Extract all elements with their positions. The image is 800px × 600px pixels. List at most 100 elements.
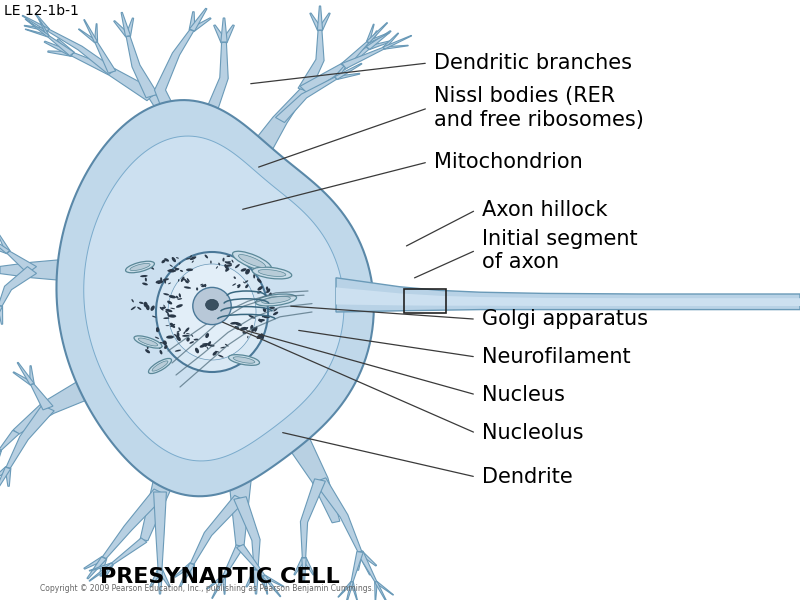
Ellipse shape	[269, 307, 275, 309]
Ellipse shape	[258, 319, 265, 322]
Polygon shape	[366, 23, 387, 43]
Ellipse shape	[226, 256, 230, 257]
Polygon shape	[0, 430, 19, 451]
Ellipse shape	[131, 299, 134, 302]
Polygon shape	[150, 569, 162, 587]
Ellipse shape	[274, 308, 278, 311]
Polygon shape	[254, 570, 258, 594]
Ellipse shape	[158, 281, 162, 284]
Polygon shape	[30, 366, 34, 384]
Ellipse shape	[162, 259, 166, 263]
Ellipse shape	[134, 336, 162, 348]
Polygon shape	[206, 575, 225, 589]
Ellipse shape	[207, 341, 211, 346]
Ellipse shape	[145, 278, 147, 281]
Ellipse shape	[186, 268, 193, 271]
Ellipse shape	[195, 348, 199, 353]
Text: Axon hillock: Axon hillock	[482, 200, 608, 220]
Ellipse shape	[243, 281, 246, 284]
Ellipse shape	[130, 307, 136, 310]
Ellipse shape	[163, 317, 170, 319]
Polygon shape	[114, 20, 130, 37]
Ellipse shape	[226, 265, 232, 267]
Polygon shape	[47, 29, 115, 74]
Polygon shape	[6, 251, 37, 274]
Polygon shape	[87, 557, 106, 579]
Text: Dendrite: Dendrite	[482, 467, 573, 487]
Polygon shape	[342, 47, 385, 68]
Ellipse shape	[233, 357, 255, 363]
Ellipse shape	[235, 264, 240, 268]
Polygon shape	[95, 41, 116, 73]
Ellipse shape	[174, 268, 179, 271]
Ellipse shape	[206, 333, 209, 338]
Ellipse shape	[184, 286, 191, 289]
Ellipse shape	[161, 307, 166, 310]
Ellipse shape	[175, 350, 181, 352]
Polygon shape	[35, 14, 50, 31]
Polygon shape	[190, 8, 207, 31]
Ellipse shape	[170, 265, 173, 267]
Polygon shape	[26, 29, 49, 37]
Polygon shape	[222, 576, 226, 594]
Ellipse shape	[177, 331, 180, 332]
Polygon shape	[158, 569, 170, 587]
Polygon shape	[154, 492, 166, 570]
Ellipse shape	[225, 261, 229, 264]
Polygon shape	[47, 35, 74, 56]
Ellipse shape	[230, 322, 238, 325]
Ellipse shape	[176, 257, 179, 259]
Ellipse shape	[183, 331, 186, 334]
Ellipse shape	[262, 296, 290, 304]
Polygon shape	[262, 575, 281, 597]
Polygon shape	[0, 258, 80, 282]
Ellipse shape	[183, 278, 186, 281]
Polygon shape	[223, 545, 244, 577]
Polygon shape	[17, 362, 34, 385]
Ellipse shape	[257, 278, 262, 283]
Polygon shape	[149, 94, 210, 192]
Polygon shape	[318, 13, 330, 31]
Ellipse shape	[152, 361, 168, 371]
Polygon shape	[0, 245, 9, 254]
Ellipse shape	[216, 266, 218, 269]
Ellipse shape	[226, 269, 230, 271]
Polygon shape	[57, 39, 74, 55]
Polygon shape	[375, 581, 388, 600]
Polygon shape	[341, 41, 369, 68]
Polygon shape	[302, 557, 314, 575]
Ellipse shape	[172, 257, 176, 262]
Ellipse shape	[190, 341, 194, 344]
Ellipse shape	[194, 338, 198, 341]
Ellipse shape	[186, 258, 190, 260]
Ellipse shape	[185, 328, 190, 332]
Ellipse shape	[167, 269, 174, 272]
Polygon shape	[89, 563, 113, 581]
Polygon shape	[102, 563, 114, 581]
Ellipse shape	[234, 326, 239, 330]
Ellipse shape	[156, 329, 158, 332]
Ellipse shape	[174, 334, 178, 337]
Ellipse shape	[150, 266, 154, 269]
Ellipse shape	[138, 266, 142, 268]
Polygon shape	[0, 449, 1, 460]
Polygon shape	[367, 32, 390, 43]
Ellipse shape	[149, 358, 171, 374]
Text: Golgi apparatus: Golgi apparatus	[482, 309, 648, 329]
Polygon shape	[318, 6, 322, 30]
Ellipse shape	[255, 294, 297, 306]
Ellipse shape	[258, 319, 262, 322]
Polygon shape	[84, 20, 98, 43]
Polygon shape	[275, 77, 337, 122]
Ellipse shape	[213, 352, 217, 356]
Ellipse shape	[156, 280, 163, 284]
Ellipse shape	[159, 346, 162, 349]
Polygon shape	[225, 88, 307, 196]
Text: LE 12-1b-1: LE 12-1b-1	[4, 4, 79, 18]
Polygon shape	[212, 575, 226, 598]
Ellipse shape	[220, 347, 226, 349]
Polygon shape	[0, 235, 10, 253]
Ellipse shape	[170, 324, 175, 327]
Ellipse shape	[258, 286, 263, 290]
Ellipse shape	[162, 278, 169, 281]
